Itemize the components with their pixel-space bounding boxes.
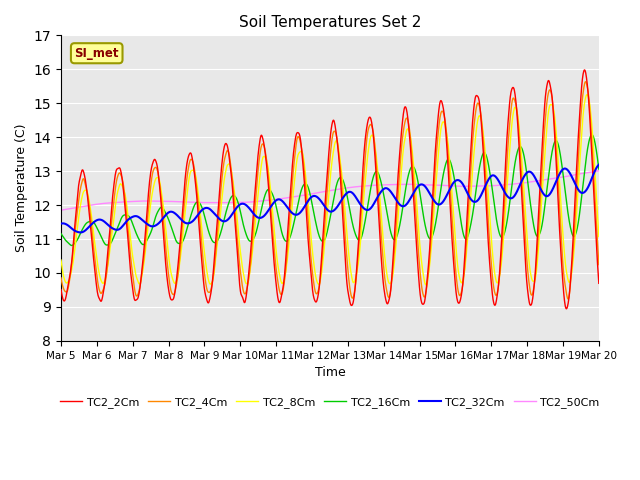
TC2_8Cm <box>583 92 591 97</box>
TC2_8Cm <box>595 234 603 240</box>
TC2_8Cm <box>57 257 65 263</box>
TC2_2Cm <box>164 279 172 285</box>
TC2_16Cm <box>413 177 421 182</box>
TC2_4Cm <box>484 205 492 211</box>
TC2_32Cm <box>237 201 245 207</box>
TC2_16Cm <box>484 159 492 165</box>
TC2_8Cm <box>164 242 172 248</box>
TC2_8Cm <box>531 276 539 281</box>
TC2_50Cm <box>484 183 492 189</box>
TC2_2Cm <box>484 226 492 231</box>
TC2_16Cm <box>531 230 539 236</box>
TC2_50Cm <box>531 179 539 184</box>
TC2_32Cm <box>595 162 603 168</box>
Y-axis label: Soil Temperature (C): Soil Temperature (C) <box>15 124 28 252</box>
TC2_32Cm <box>177 216 185 222</box>
TC2_16Cm <box>68 242 76 248</box>
TC2_4Cm <box>564 296 572 302</box>
TC2_50Cm <box>57 207 65 213</box>
TC2_4Cm <box>164 263 172 269</box>
TC2_32Cm <box>164 210 172 216</box>
TC2_32Cm <box>484 178 492 184</box>
TC2_50Cm <box>177 199 184 204</box>
TC2_4Cm <box>531 276 539 282</box>
TC2_2Cm <box>237 290 244 296</box>
TC2_16Cm <box>57 231 65 237</box>
Line: TC2_8Cm: TC2_8Cm <box>61 95 599 285</box>
TC2_2Cm <box>531 275 539 280</box>
Legend: TC2_2Cm, TC2_4Cm, TC2_8Cm, TC2_16Cm, TC2_32Cm, TC2_50Cm: TC2_2Cm, TC2_4Cm, TC2_8Cm, TC2_16Cm, TC2… <box>56 392 604 412</box>
TC2_8Cm <box>422 282 429 288</box>
TC2_16Cm <box>237 212 245 218</box>
TC2_50Cm <box>237 200 244 205</box>
TC2_50Cm <box>595 168 603 174</box>
TC2_2Cm <box>580 67 588 73</box>
TC2_16Cm <box>588 132 596 138</box>
TC2_50Cm <box>164 198 172 204</box>
Line: TC2_50Cm: TC2_50Cm <box>61 171 599 210</box>
TC2_32Cm <box>413 184 421 190</box>
TC2_8Cm <box>413 208 421 214</box>
TC2_8Cm <box>237 252 244 258</box>
TC2_4Cm <box>413 232 421 238</box>
TC2_4Cm <box>237 272 244 277</box>
TC2_2Cm <box>563 306 570 312</box>
Line: TC2_2Cm: TC2_2Cm <box>61 70 599 309</box>
Text: SI_met: SI_met <box>74 47 119 60</box>
TC2_32Cm <box>57 221 65 227</box>
Line: TC2_16Cm: TC2_16Cm <box>61 135 599 245</box>
TC2_4Cm <box>582 79 589 84</box>
TC2_2Cm <box>413 253 421 259</box>
X-axis label: Time: Time <box>314 366 346 379</box>
TC2_50Cm <box>413 181 421 187</box>
TC2_2Cm <box>177 234 184 240</box>
TC2_8Cm <box>177 252 184 258</box>
TC2_4Cm <box>57 275 65 281</box>
TC2_2Cm <box>595 280 603 286</box>
TC2_4Cm <box>595 262 603 267</box>
TC2_16Cm <box>164 215 172 221</box>
TC2_32Cm <box>531 175 539 181</box>
TC2_4Cm <box>177 244 184 250</box>
TC2_16Cm <box>595 166 603 172</box>
TC2_16Cm <box>177 240 185 246</box>
Title: Soil Temperatures Set 2: Soil Temperatures Set 2 <box>239 15 421 30</box>
TC2_8Cm <box>484 185 492 191</box>
TC2_32Cm <box>77 229 84 235</box>
Line: TC2_4Cm: TC2_4Cm <box>61 82 599 299</box>
TC2_2Cm <box>57 287 65 292</box>
Line: TC2_32Cm: TC2_32Cm <box>61 165 599 232</box>
